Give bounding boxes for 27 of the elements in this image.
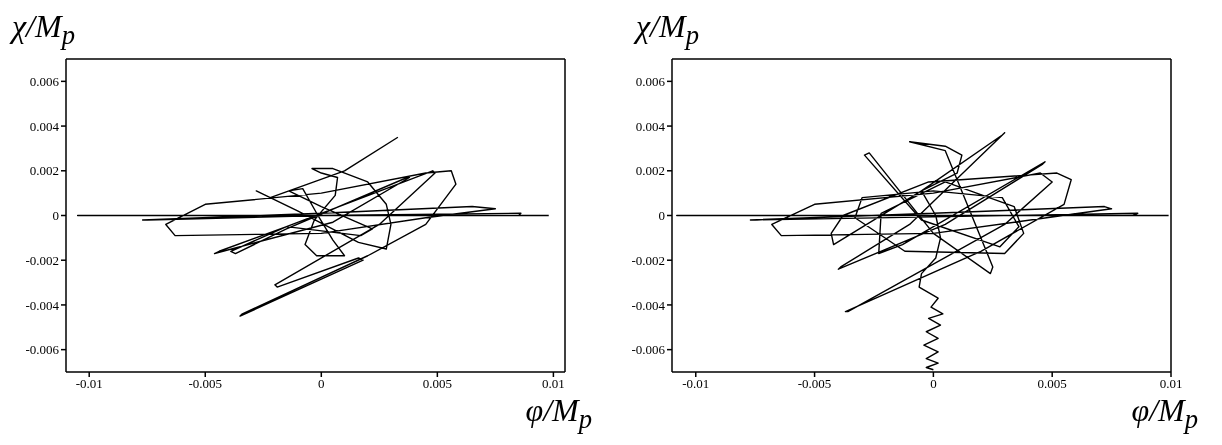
y-tick-label: -0.004 — [25, 297, 60, 313]
y-tick-label: 0 — [52, 208, 59, 224]
x-tick-label: -0.01 — [682, 376, 710, 392]
y-tick-label: -0.004 — [631, 297, 666, 313]
x-tick-label: -0.005 — [188, 376, 223, 392]
x-tick-label: 0.01 — [542, 376, 565, 392]
x-tick-label: -0.01 — [75, 376, 103, 392]
y-tick-label: 0.002 — [635, 163, 665, 179]
x-tick-label: 0.01 — [1159, 376, 1183, 392]
y-tick-label: 0.006 — [635, 73, 666, 89]
y-tick-label: -0.006 — [25, 342, 60, 358]
y-tick-label: 0.004 — [29, 118, 60, 134]
x-tick-label: -0.005 — [797, 376, 832, 392]
y-tick-label: -0.002 — [25, 252, 59, 268]
y-tick-label: -0.002 — [631, 252, 665, 268]
y-tick-label: 0.004 — [635, 118, 666, 134]
x-axis-title: φ/M$_{p}$ — [1131, 392, 1198, 436]
y-tick-label: -0.006 — [631, 342, 666, 358]
y-tick-label: 0.006 — [29, 73, 60, 89]
x-tick-label: 0.005 — [422, 376, 452, 392]
y-tick-label: 0 — [658, 208, 665, 224]
x-tick-label: 0 — [930, 376, 937, 392]
y-tick-label: 0.002 — [29, 163, 59, 179]
line-series — [76, 136, 550, 317]
x-axis-title: φ/M$_{p}$ — [525, 392, 592, 436]
x-tick-label: 0.005 — [1037, 376, 1067, 392]
x-tick-label: 0 — [318, 376, 325, 392]
